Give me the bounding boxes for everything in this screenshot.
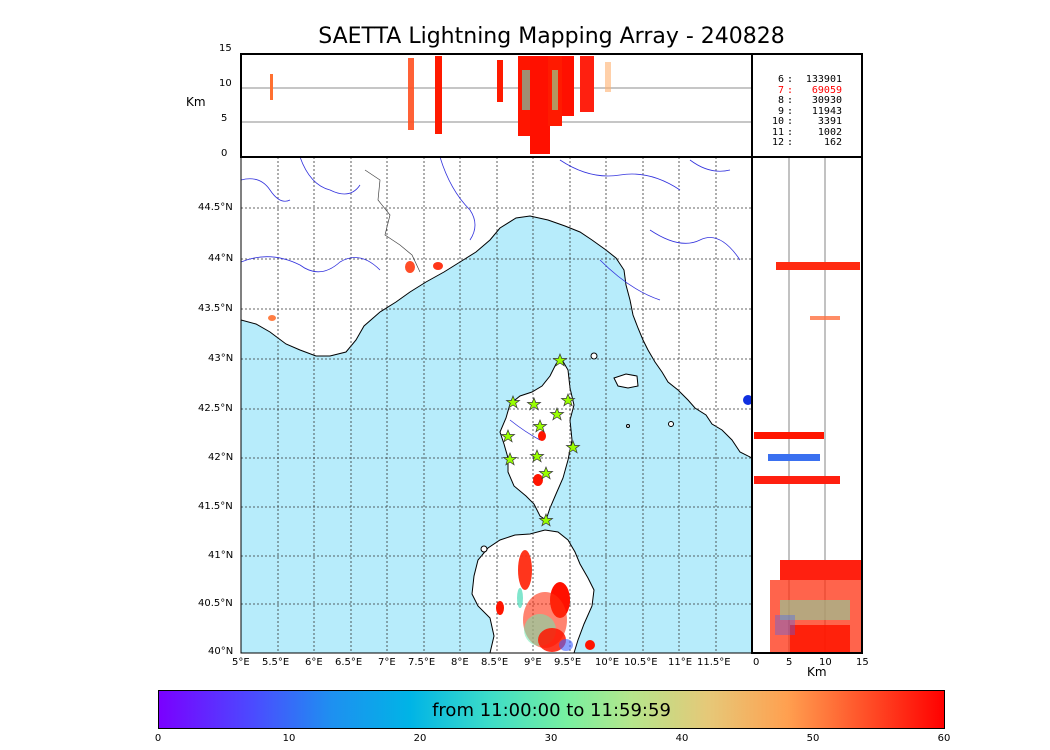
right-xtick: 0 bbox=[753, 657, 760, 668]
lon-label: 5.5°E bbox=[262, 657, 290, 668]
right-panel bbox=[754, 157, 862, 653]
lon-label: 5°E bbox=[232, 657, 250, 668]
stats-row: 8:30930 bbox=[777, 95, 842, 106]
right-panel-frame bbox=[751, 156, 863, 654]
colorbar-tick: 10 bbox=[282, 733, 296, 744]
lon-label: 9.5°E bbox=[554, 657, 582, 668]
lat-label: 41.5°N bbox=[198, 501, 233, 512]
lon-label: 10.5°E bbox=[624, 657, 658, 668]
station-star bbox=[505, 395, 521, 409]
asinara bbox=[480, 545, 488, 553]
top-ytick: 10 bbox=[219, 78, 232, 89]
station-star bbox=[532, 419, 548, 433]
stats-table: 6:133901 7:69059 8:30930 9:11943 10:3391… bbox=[762, 74, 842, 149]
lat-label: 42°N bbox=[208, 452, 234, 463]
top-ytick: 5 bbox=[221, 113, 228, 124]
station-star bbox=[565, 440, 581, 454]
lightning-altitude-lon bbox=[270, 56, 611, 154]
station-star bbox=[538, 466, 554, 480]
lightning-map bbox=[268, 261, 595, 652]
right-xtick: 5 bbox=[786, 657, 793, 668]
station-star bbox=[549, 407, 565, 421]
colorbar-tick: 50 bbox=[806, 733, 820, 744]
mainland-land bbox=[241, 157, 752, 459]
map-area[interactable] bbox=[241, 157, 753, 653]
giglio bbox=[668, 421, 674, 427]
lon-label: 6°E bbox=[305, 657, 323, 668]
lat-label: 44.5°N bbox=[198, 202, 233, 213]
station-star bbox=[552, 353, 568, 367]
top-panel-unit: Km bbox=[186, 95, 206, 109]
lon-label: 10°E bbox=[595, 657, 620, 668]
lat-label: 41°N bbox=[208, 550, 234, 561]
colorbar-tick: 0 bbox=[154, 733, 162, 744]
colorbar-tick: 20 bbox=[413, 733, 427, 744]
lon-label: 11°E bbox=[668, 657, 693, 668]
top-panel-frame bbox=[240, 53, 753, 158]
elba bbox=[613, 373, 639, 389]
stations bbox=[500, 353, 581, 527]
right-panel-unit: Km bbox=[807, 665, 827, 679]
colorbar-tick: 60 bbox=[937, 733, 951, 744]
right-xtick: 10 bbox=[819, 657, 832, 668]
lat-label: 44°N bbox=[208, 253, 234, 264]
top-panel bbox=[241, 56, 752, 154]
lon-label: 11.5°E bbox=[697, 657, 731, 668]
station-star bbox=[502, 452, 518, 466]
lon-label: 7.5°E bbox=[408, 657, 436, 668]
top-ytick: 0 bbox=[221, 148, 228, 159]
lat-label: 40°N bbox=[208, 646, 234, 657]
stats-row: 12:162 bbox=[771, 137, 842, 148]
right-xtick: 15 bbox=[856, 657, 869, 668]
stats-row: 11:1002 bbox=[771, 126, 842, 138]
lon-label: 8°E bbox=[451, 657, 469, 668]
rivers bbox=[241, 157, 741, 441]
lon-label: 7°E bbox=[378, 657, 396, 668]
france-italy-border bbox=[364, 169, 421, 273]
station-star bbox=[526, 397, 542, 411]
colorbar-time-range: from 11:00:00 to 11:59:59 bbox=[432, 700, 671, 721]
station-star bbox=[560, 393, 576, 407]
colorbar-tick: 30 bbox=[544, 733, 558, 744]
lat-label: 42.5°N bbox=[198, 403, 233, 414]
lon-label: 6.5°E bbox=[335, 657, 363, 668]
corsica bbox=[499, 357, 575, 521]
top-ytick: 15 bbox=[219, 43, 232, 54]
colorbar bbox=[158, 690, 945, 729]
station-star bbox=[538, 513, 554, 527]
capraia bbox=[590, 352, 598, 360]
stats-row: 10:3391 bbox=[771, 116, 842, 127]
stats-row: 7:69059 bbox=[777, 84, 842, 96]
lat-label: 43.5°N bbox=[198, 303, 233, 314]
marker-blue bbox=[743, 395, 752, 405]
station-star bbox=[500, 429, 516, 443]
lat-label: 43°N bbox=[208, 353, 234, 364]
lon-label: 9°E bbox=[524, 657, 542, 668]
montecristo bbox=[626, 424, 630, 428]
stats-row: 9:11943 bbox=[777, 105, 842, 117]
lon-label: 8.5°E bbox=[481, 657, 509, 668]
lightning-lat-altitude bbox=[754, 262, 862, 653]
lat-label: 40.5°N bbox=[198, 598, 233, 609]
stats-row: 6:133901 bbox=[777, 74, 842, 85]
station-star bbox=[529, 449, 545, 463]
colorbar-tick: 40 bbox=[675, 733, 689, 744]
chart-title: SAETTA Lightning Mapping Array - 240828 bbox=[318, 24, 785, 49]
